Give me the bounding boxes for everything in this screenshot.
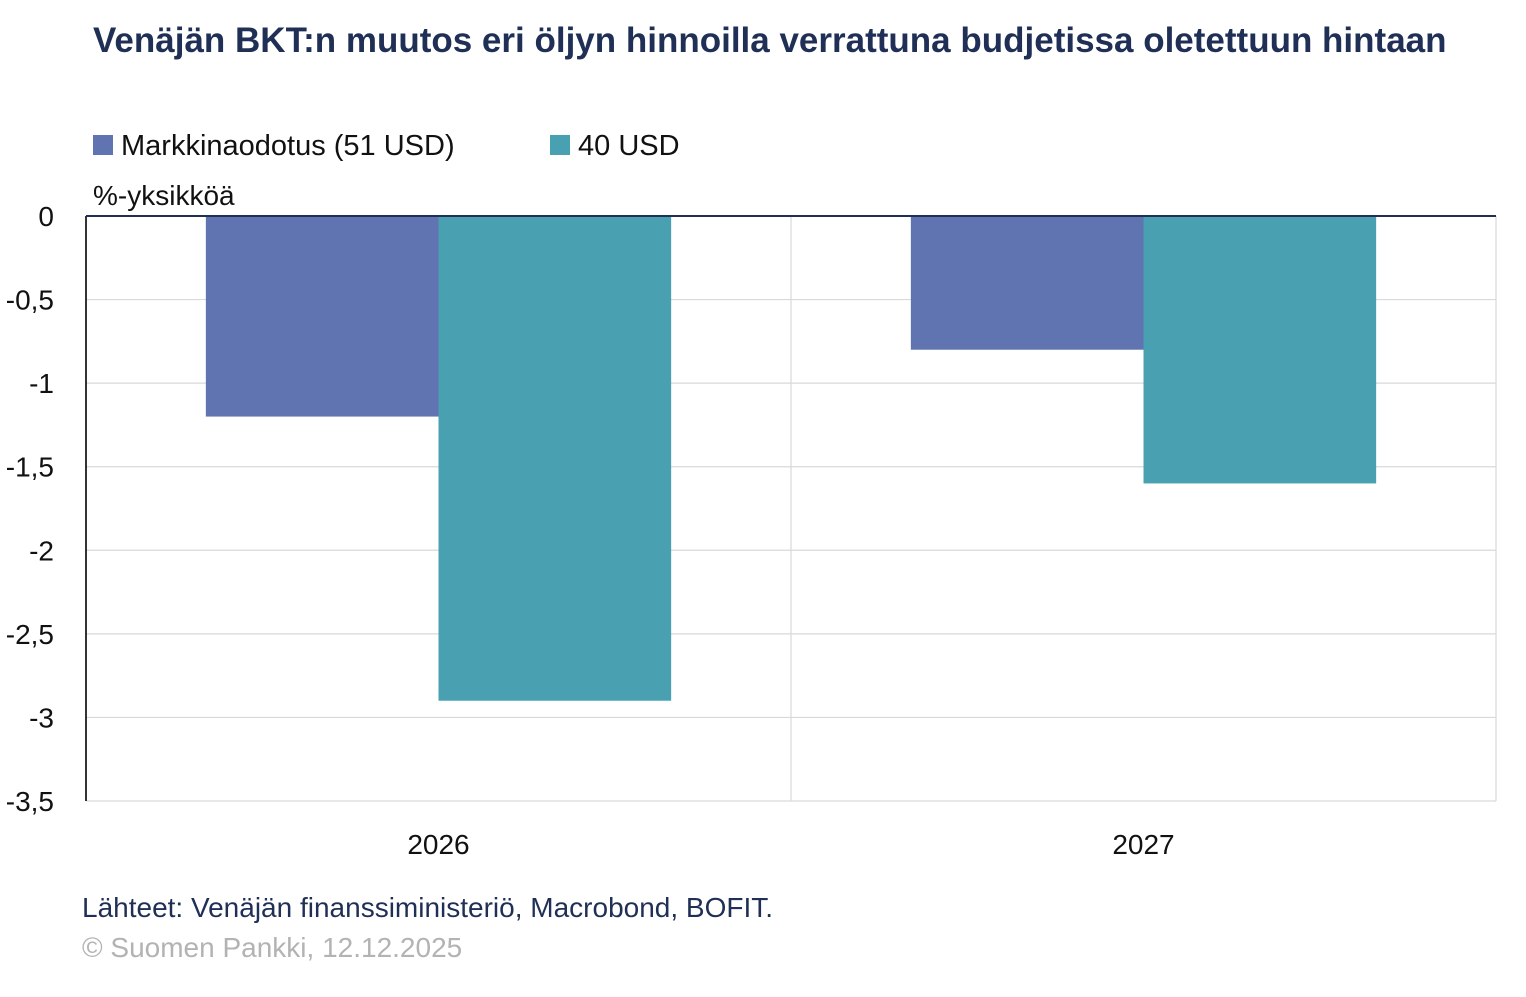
y-tick-label: -0,5 bbox=[6, 285, 54, 316]
legend-label-markkinaodotus: Markkinaodotus (51 USD) bbox=[121, 130, 455, 162]
bar-2027-series-1 bbox=[1143, 216, 1377, 484]
x-tick-label: 2026 bbox=[407, 829, 469, 860]
x-tick-label: 2027 bbox=[1112, 829, 1174, 860]
y-tick-label: -2,5 bbox=[6, 619, 54, 650]
y-tick-label: -2 bbox=[29, 535, 54, 566]
y-tick-label: 0 bbox=[38, 201, 54, 232]
chart-title: Venäjän BKT:n muutos eri öljyn hinnoilla… bbox=[93, 21, 1447, 60]
legend-swatch-40-usd bbox=[550, 135, 570, 156]
legend-label-40-usd: 40 USD bbox=[578, 130, 680, 162]
y-tick-label: -1,5 bbox=[6, 452, 54, 483]
legend-item-markkinaodotus: Markkinaodotus (51 USD) bbox=[93, 128, 455, 164]
bar-2027-series-0 bbox=[910, 216, 1144, 350]
y-tick-label: -3 bbox=[29, 702, 54, 733]
bar-2026-series-0 bbox=[205, 216, 439, 417]
source-note: Lähteet: Venäjän finanssiministeriö, Mac… bbox=[82, 892, 774, 923]
bar-2026-series-1 bbox=[438, 216, 672, 701]
y-axis-unit-label: %-yksikköä bbox=[93, 180, 235, 211]
legend-item-40-usd: 40 USD bbox=[550, 128, 680, 164]
copyright-note: © Suomen Pankki, 12.12.2025 bbox=[82, 932, 463, 963]
y-tick-label: -1 bbox=[29, 368, 54, 399]
y-tick-label: -3,5 bbox=[6, 786, 54, 817]
legend-swatch-markkinaodotus bbox=[93, 135, 113, 156]
